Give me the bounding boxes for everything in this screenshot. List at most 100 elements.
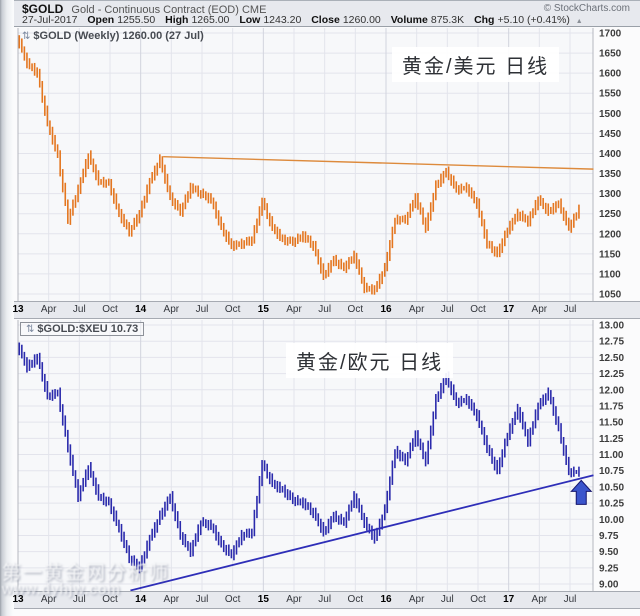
svg-text:12.75: 12.75 [599,337,624,348]
x-tick-label: 17 [503,594,515,605]
gold-usd-annotation: 黄金/美元 日线 [392,47,560,82]
x-tick-label: 16 [380,304,392,315]
svg-text:1700: 1700 [599,29,622,40]
svg-text:12.25: 12.25 [599,369,624,380]
open-value: 1255.50 [117,14,156,26]
svg-text:1400: 1400 [599,149,622,160]
x-tick-label: Jul [318,594,332,605]
chart-title-row: $GOLD Gold - Continuous Contract (EOD) C… [22,2,267,16]
change-up-icon: ▲ [575,18,583,25]
svg-text:1650: 1650 [599,49,622,60]
svg-text:1100: 1100 [599,269,621,280]
x-tick-label: Jul [72,304,86,315]
x-tick-label: 14 [135,594,147,605]
x-tick-label: 14 [135,304,147,315]
svg-text:1500: 1500 [599,109,622,120]
x-axis-top: 13 Apr Jul Oct 14 Apr Jul Oct 15 Apr Jul Oct 16 Apr Ju… [12,301,640,319]
svg-text:12.00: 12.00 [599,385,624,396]
x-tick-label: Jul [195,304,209,315]
svg-text:13.00: 13.00 [599,321,624,332]
gold-eur-panel-label: ⇅ $GOLD:$XEU 10.73 [20,322,145,336]
x-tick-label: Apr [163,304,180,315]
x-tick-label: 16 [380,594,392,605]
x-tick-label: Apr [531,594,548,605]
high-value: 1265.00 [191,14,230,26]
volume-label: Volume [390,14,428,26]
svg-text:1050: 1050 [599,290,622,301]
x-tick-label: Apr [40,594,57,605]
stockcharts-credit: © StockCharts.com [543,3,630,14]
expand-collapse-icon: ⇅ [26,324,35,335]
svg-text:10.00: 10.00 [599,515,624,526]
svg-text:11.00: 11.00 [599,450,624,461]
x-tick-label: Jul [195,594,209,605]
x-tick-label: Jul [72,594,86,605]
svg-text:1150: 1150 [599,249,621,260]
x-tick-label: 15 [257,594,269,605]
ohlc-row: 27-Jul-2017 Open 1255.50 High 1265.00 Low 1… [22,14,583,27]
change-label: Chg [474,14,495,26]
close-label: Close [311,14,340,26]
x-tick-label: 17 [503,304,515,315]
open-label: Open [87,14,115,26]
x-tick-label: Jul [318,304,332,315]
x-tick-label: Apr [163,594,180,605]
svg-text:11.50: 11.50 [599,418,624,429]
svg-text:1600: 1600 [599,69,622,80]
svg-text:1300: 1300 [599,189,622,200]
svg-text:1250: 1250 [599,209,622,220]
svg-text:11.25: 11.25 [599,434,624,445]
change-value: +5.10 (+0.41%) [497,14,570,26]
x-tick-label: 15 [257,304,269,315]
x-tick-label: Jul [440,304,454,315]
x-tick-label: Oct [102,594,118,605]
x-tick-label: Oct [224,304,241,315]
x-tick-label: 13 [12,304,24,315]
svg-text:1550: 1550 [599,89,622,100]
low-label: Low [239,14,261,26]
high-label: High [165,14,189,26]
x-tick-label: Oct [102,304,118,315]
x-tick-label: Oct [224,594,241,605]
quote-date: 27-Jul-2017 [22,14,78,26]
gold-usd-panel-label: ⇅ $GOLD (Weekly) 1260.00 (27 Jul) [22,30,204,42]
close-value: 1260.00 [342,14,381,26]
gold-usd-chart: 1050 1100 1150 1200 1250 1300 1350 1400 1450 1500… [17,28,622,301]
svg-text:1350: 1350 [599,169,622,180]
symbol-description: Gold - Continuous Contract (EOD) CME [71,4,267,16]
x-tick-label: Oct [470,594,486,605]
svg-text:9.50: 9.50 [599,547,619,558]
x-tick-label: Jul [563,304,577,315]
x-axis-bottom: 13 Apr Jul Oct 14 Apr Jul Oct 15 Apr Jul Oct 16 Apr Ju… [12,591,640,609]
x-tick-label: 13 [12,594,24,605]
svg-text:9.25: 9.25 [599,563,619,574]
svg-text:10.75: 10.75 [599,466,624,477]
x-tick-label: Oct [470,304,486,315]
volume-value: 875.3K [430,14,465,26]
x-tick-label: Apr [408,594,425,605]
svg-text:10.25: 10.25 [599,499,624,510]
low-value: 1243.20 [263,14,302,26]
x-tick-label: Oct [347,304,364,315]
svg-text:9.00: 9.00 [599,580,619,591]
watermark-line2: www.dyhjw.com [2,581,121,598]
x-tick-label: Apr [286,304,302,315]
x-tick-label: Oct [347,594,364,605]
svg-text:9.75: 9.75 [599,531,619,542]
x-tick-label: Apr [40,304,57,315]
x-tick-label: Apr [286,594,302,605]
chart-header: $GOLD Gold - Continuous Contract (EOD) C… [14,0,640,27]
svg-text:10.50: 10.50 [599,482,624,493]
svg-text:1200: 1200 [599,229,622,240]
svg-text:11.75: 11.75 [599,401,624,412]
stockcharts-chart: $GOLD Gold - Continuous Contract (EOD) C… [12,0,640,616]
watermark-line1: 第一黄金网分析师 [2,563,171,584]
x-tick-label: Jul [440,594,454,605]
svg-text:1450: 1450 [599,129,622,140]
symbol: $GOLD [22,2,64,16]
expand-collapse-icon: ⇅ [22,31,31,42]
gold-eur-annotation: 黄金/欧元 日线 [286,343,454,378]
svg-text:12.50: 12.50 [599,353,624,364]
x-tick-label: Jul [563,594,577,605]
